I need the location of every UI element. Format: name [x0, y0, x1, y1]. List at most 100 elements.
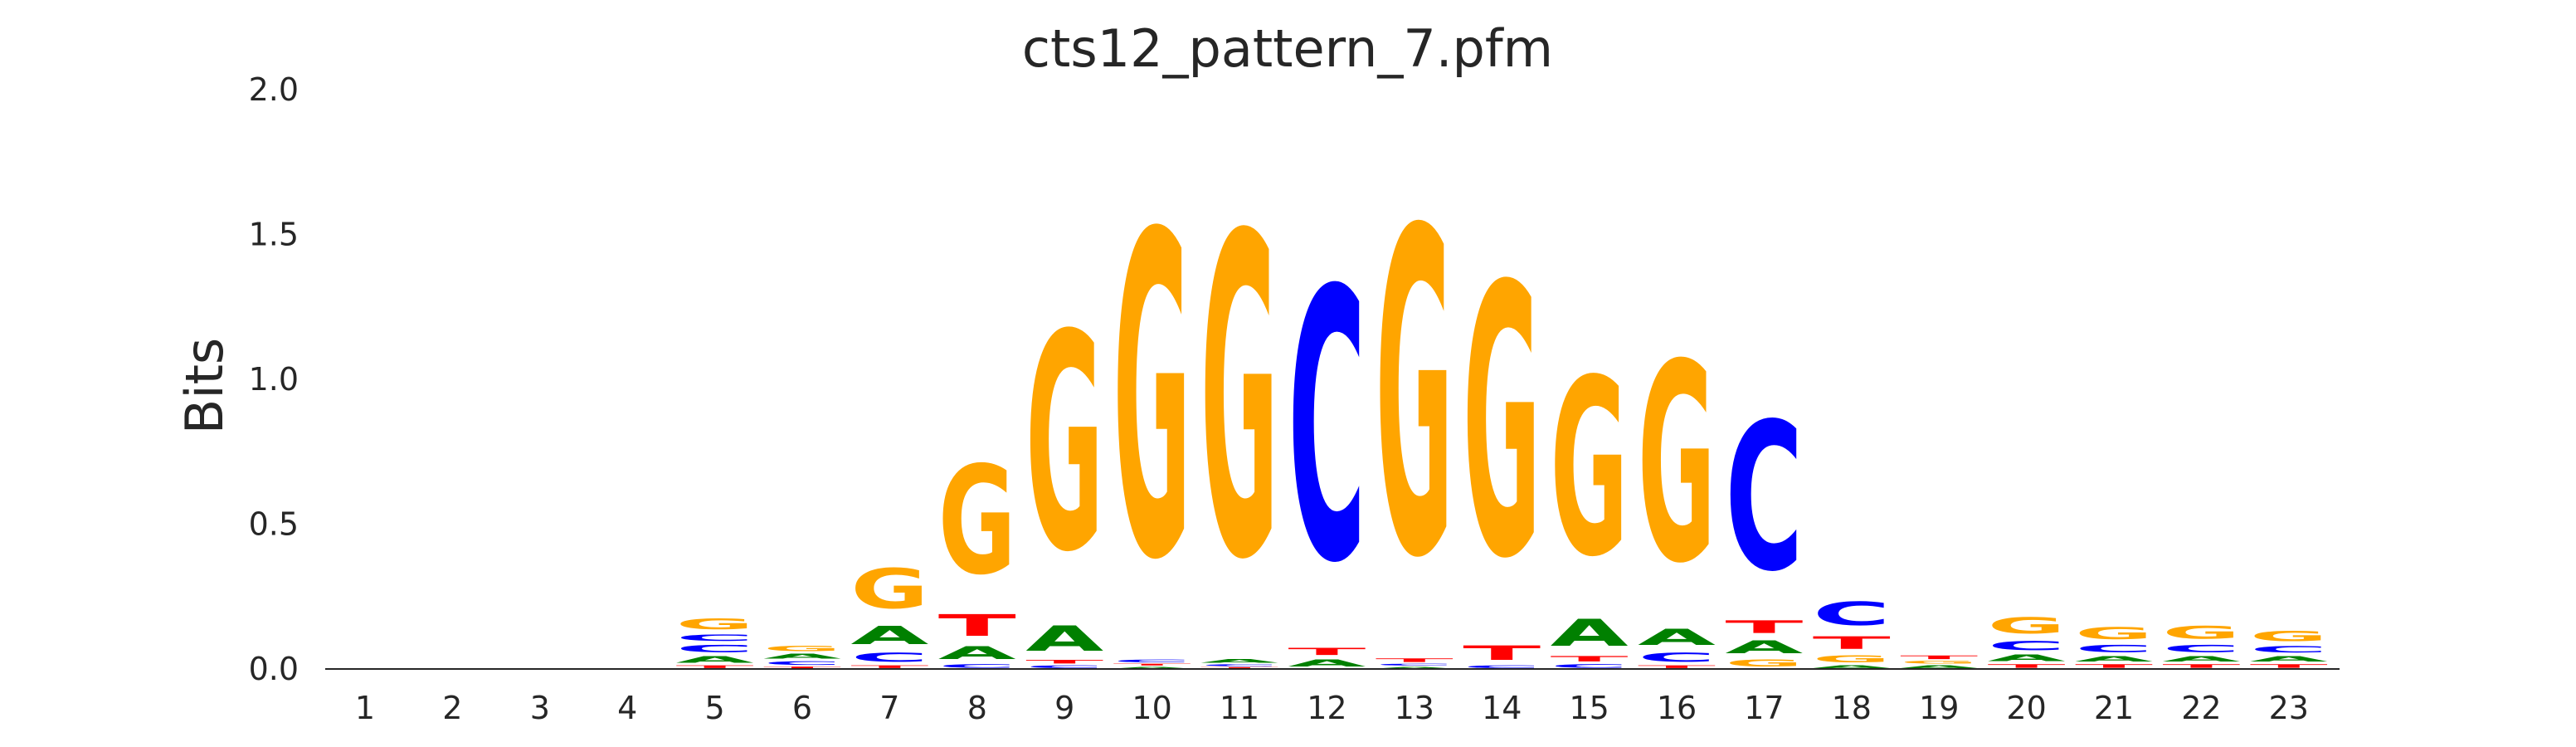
- logo-letter-T: T: [1200, 666, 1278, 669]
- logo-letter-A: A: [1551, 611, 1629, 654]
- logo-letter-G: G: [1638, 306, 1716, 623]
- logo-letter-G: G: [1463, 209, 1541, 642]
- x-tick-label: 16: [1657, 690, 1697, 726]
- logo-letter-C: C: [1025, 665, 1103, 669]
- x-tick-label: 10: [1132, 690, 1171, 726]
- logo-letter-T: T: [2075, 663, 2153, 669]
- logo-letter-A: A: [1288, 657, 1366, 669]
- logo-letter-G: G: [1813, 653, 1891, 665]
- logo-letter-C: C: [676, 643, 754, 655]
- logo-letter-A: A: [1638, 624, 1716, 650]
- logo-letter-C: C: [1813, 595, 1891, 632]
- x-tick-label: 3: [530, 690, 550, 726]
- logo-letter-A: A: [850, 621, 928, 650]
- logo-letter-C: C: [1551, 663, 1629, 669]
- logo-letter-C: C: [2162, 643, 2240, 655]
- logo-letter-T: T: [763, 666, 841, 669]
- logo-letter-A: A: [676, 655, 754, 665]
- logo-letter-T: T: [850, 665, 928, 669]
- logo-letter-G: G: [676, 616, 754, 633]
- x-tick-label: 23: [2269, 690, 2309, 726]
- x-tick-label: 4: [617, 690, 637, 726]
- logo-letter-T: T: [1551, 655, 1629, 663]
- logo-letters: TACCGTCAGTCAGCATGCTAGATCGTCAGATCACTGCTGC…: [676, 137, 2329, 669]
- logo-letter-G: G: [1200, 143, 1278, 657]
- logo-letter-C: C: [1725, 381, 1803, 617]
- logo-letter-T: T: [938, 608, 1016, 643]
- x-tick-label: 20: [2006, 690, 2046, 726]
- x-tick-label: 17: [1744, 690, 1784, 726]
- logo-letter-A: A: [1725, 637, 1803, 657]
- x-tick-label: 5: [705, 690, 725, 726]
- logo-letter-T: T: [2250, 663, 2328, 669]
- logo-letter-G: G: [1025, 271, 1103, 618]
- logo-letter-T: T: [1463, 642, 1541, 665]
- logo-letter-A: A: [1376, 666, 1454, 669]
- logo-letter-T: T: [1813, 633, 1891, 653]
- logo-letter-C: C: [2075, 643, 2153, 655]
- logo-letter-C: C: [1638, 650, 1716, 665]
- logo-letter-C: C: [1988, 638, 2066, 653]
- x-tick-label: 15: [1569, 690, 1609, 726]
- logo-letter-C: C: [1376, 663, 1454, 666]
- x-tick-label: 21: [2094, 690, 2134, 726]
- chart-title: cts12_pattern_7.pfm: [1022, 18, 1553, 79]
- x-tick-label: 14: [1482, 690, 1522, 726]
- x-axis: 1 2 3 4 5 6 7 8 9 10 11 12 13 14 15 16 17 18 19 20 21 22 23: [355, 690, 2309, 726]
- y-axis: 0.0 0.5 1.0 1.5 2.0: [249, 71, 299, 687]
- logo-letter-C: C: [676, 633, 754, 643]
- x-tick-label: 6: [792, 690, 812, 726]
- logo-letter-G: G: [2075, 624, 2153, 642]
- logo-letter-G: G: [2162, 623, 2240, 643]
- logo-letter-G: G: [763, 645, 841, 653]
- x-tick-label: 18: [1832, 690, 1872, 726]
- logo-letter-C: C: [2250, 645, 2328, 655]
- logo-letter-T: T: [1376, 657, 1454, 663]
- logo-letter-T: T: [1988, 663, 2066, 669]
- x-tick-label: 1: [355, 690, 375, 726]
- logo-letter-A: A: [1813, 665, 1892, 669]
- y-tick-label: 0.0: [249, 651, 299, 687]
- logo-letter-T: T: [2162, 663, 2240, 669]
- x-tick-label: 8: [967, 690, 987, 726]
- logo-letter-T: T: [1638, 665, 1716, 669]
- x-tick-label: 11: [1220, 690, 1259, 726]
- logo-letter-G: G: [938, 436, 1016, 608]
- logo-letter-A: A: [1900, 665, 1979, 669]
- logo-letter-C: C: [1463, 665, 1541, 669]
- logo-letter-A: A: [1113, 666, 1192, 669]
- x-tick-label: 7: [879, 690, 899, 726]
- x-tick-label: 9: [1054, 690, 1074, 726]
- logo-letter-A: A: [2075, 655, 2153, 663]
- logo-letter-T: T: [1900, 655, 1978, 661]
- y-tick-label: 1.5: [249, 217, 299, 253]
- logo-letter-T: T: [1025, 659, 1103, 665]
- logo-letter-C: C: [1113, 659, 1191, 663]
- logo-letter-A: A: [2162, 655, 2240, 663]
- logo-letter-A: A: [938, 643, 1016, 663]
- logo-letter-G: G: [2250, 628, 2328, 644]
- y-axis-label: Bits: [174, 338, 235, 434]
- logo-letter-G: G: [1376, 137, 1454, 656]
- logo-letter-G: G: [1551, 329, 1629, 611]
- logo-letter-C: C: [1200, 664, 1278, 666]
- logo-letter-G: G: [1725, 657, 1803, 669]
- logo-letter-C: C: [1288, 212, 1366, 645]
- logo-letter-T: T: [1113, 663, 1191, 666]
- logo-letter-T: T: [676, 665, 754, 669]
- x-tick-label: 13: [1395, 690, 1434, 726]
- logo-letter-C: C: [763, 661, 841, 666]
- x-tick-label: 2: [442, 690, 462, 726]
- logo-letter-T: T: [1288, 646, 1366, 657]
- x-tick-label: 22: [2181, 690, 2221, 726]
- logo-letter-G: G: [1113, 143, 1191, 658]
- logo-letter-G: G: [1988, 613, 2066, 638]
- y-tick-label: 1.0: [249, 361, 299, 398]
- logo-letter-A: A: [1200, 658, 1279, 664]
- y-tick-label: 0.5: [249, 506, 299, 543]
- y-tick-label: 2.0: [249, 71, 299, 108]
- x-tick-label: 12: [1307, 690, 1346, 726]
- logo-letter-A: A: [763, 653, 842, 661]
- logo-letter-A: A: [1025, 619, 1103, 659]
